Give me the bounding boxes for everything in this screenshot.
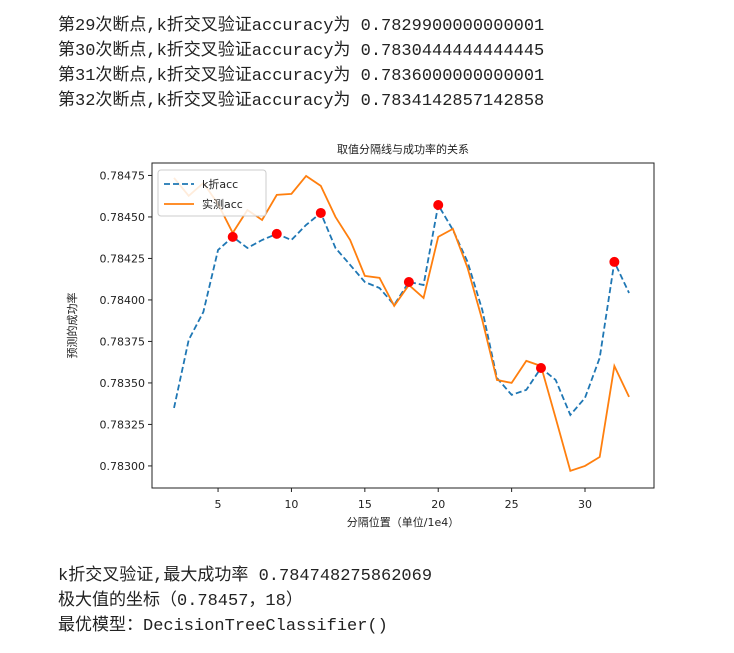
output-line: 第31次断点,k折交叉验证accuracy为 0.783600000000000… xyxy=(58,65,544,86)
y-axis-label: 预测的成功率 xyxy=(65,293,79,359)
series-line xyxy=(173,202,630,417)
highlight-point xyxy=(403,277,414,288)
y-tick-label: 0.78300 xyxy=(100,460,146,473)
highlight-point xyxy=(609,256,620,267)
y-tick-label: 0.78375 xyxy=(100,335,146,348)
highlight-point xyxy=(271,228,282,239)
x-tick-label: 10 xyxy=(284,498,298,511)
y-tick-label: 0.78400 xyxy=(100,294,146,307)
highlight-point xyxy=(227,231,238,242)
output-line: 第32次断点,k折交叉验证accuracy为 0.783414285714285… xyxy=(58,90,544,111)
legend-label: k折acc xyxy=(202,177,238,191)
x-tick-label: 30 xyxy=(578,498,592,511)
x-axis-label: 分隔位置（单位/1e4） xyxy=(347,515,459,529)
y-tick-label: 0.78475 xyxy=(100,169,146,182)
output-line: 第30次断点,k折交叉验证accuracy为 0.783044444444444… xyxy=(58,40,544,61)
y-tick-label: 0.78425 xyxy=(100,252,146,265)
y-tick-label: 0.78325 xyxy=(100,418,146,431)
output-line: 极大值的坐标（0.78457，18） xyxy=(58,590,303,611)
output-line: 第29次断点,k折交叉验证accuracy为 0.782990000000000… xyxy=(58,15,544,36)
series-line xyxy=(173,174,630,473)
y-tick-label: 0.78450 xyxy=(100,211,146,224)
highlight-point xyxy=(315,207,326,218)
output-line: 最优模型：DecisionTreeClassifier() xyxy=(58,615,388,636)
highlight-point xyxy=(433,199,444,210)
x-tick-label: 15 xyxy=(358,498,372,511)
x-tick-label: 25 xyxy=(505,498,519,511)
x-tick-label: 20 xyxy=(431,498,445,511)
legend-label: 实测acc xyxy=(202,197,243,211)
plot-frame xyxy=(151,162,655,489)
output-line: k折交叉验证,最大成功率 0.784748275862069 xyxy=(58,565,432,586)
highlight-point xyxy=(535,362,546,373)
y-tick-label: 0.78350 xyxy=(100,377,146,390)
x-tick-label: 5 xyxy=(215,498,222,511)
chart-title: 取值分隔线与成功率的关系 xyxy=(337,142,469,156)
